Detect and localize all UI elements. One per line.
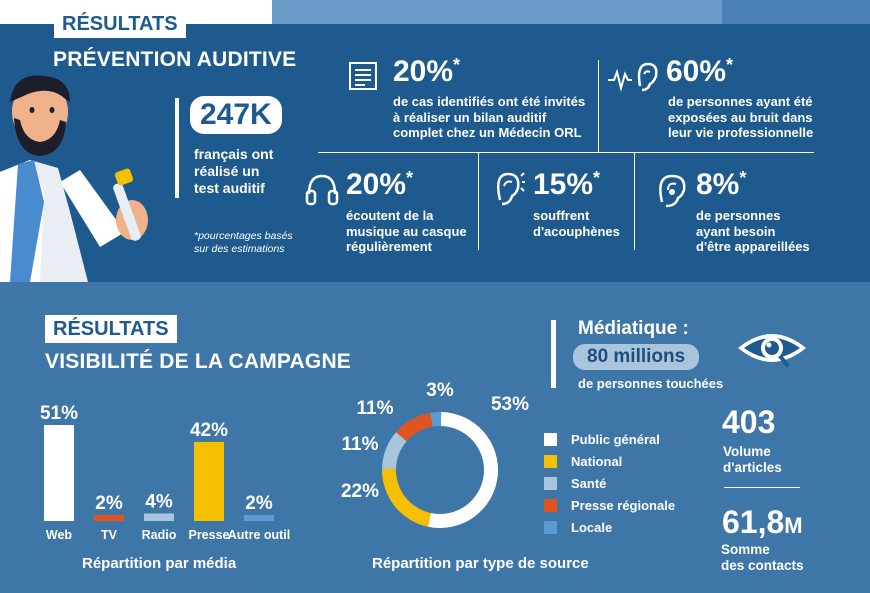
headphones-icon (305, 174, 339, 206)
donut-slice-1 (427, 412, 499, 528)
source-donut-chart: 53% 22% 11% 11% 3% (341, 380, 529, 528)
donut-value-label: 22% (341, 481, 379, 502)
bar-presse (194, 441, 224, 521)
media-value: 80 millions (573, 344, 700, 370)
legend-item: Presse régionale (544, 494, 675, 516)
stat-3-value: 20%* (346, 168, 414, 201)
stat-5-value: 8%* (696, 168, 747, 201)
top-stripe-mid (272, 0, 722, 24)
donut-slice-3 (382, 432, 407, 470)
section-tag-visibility: RÉSULTATS (45, 315, 177, 343)
stat-3-text: écoutent de la musique au casque réguliè… (346, 208, 467, 254)
top-panel (0, 0, 870, 282)
media-bar-chart: 51% Web 2% TV 4% Radio 42% Presse 2% Autre outil (40, 403, 291, 542)
contacts-value: 61,8M (722, 504, 803, 540)
headline-value: 247K (190, 96, 282, 134)
donut-slice-4 (396, 412, 433, 442)
articles-label: Volume d'articles (723, 444, 782, 475)
ear-ringing-icon (497, 172, 525, 206)
bar-category-label: Web (46, 528, 73, 542)
legend-label: Public général (571, 431, 660, 447)
legend-item: National (544, 450, 675, 472)
bar-category-label: TV (101, 528, 118, 542)
top-stripe-right (722, 0, 870, 24)
donut-legend: Public général National Santé Presse région… (544, 428, 675, 538)
bar-category-label: Autre outil (228, 528, 291, 542)
stats-separator-bottom-right (634, 152, 635, 250)
legend-swatch (544, 498, 557, 512)
donut-value-label: 53% (491, 394, 529, 415)
bar-tv (94, 515, 124, 521)
bar-radio (144, 513, 174, 521)
legend-item: Santé (544, 472, 675, 494)
section-tag-prevention: RÉSULTATS (54, 10, 186, 38)
document-icon (349, 62, 377, 90)
legend-item: Locale (544, 516, 675, 538)
bar-value-label: 51% (40, 403, 78, 424)
doctor-illustration (0, 75, 148, 282)
stats-separator-top (598, 60, 599, 152)
legend-swatch (544, 476, 557, 490)
articles-value: 403 (722, 404, 776, 440)
headline-accent-bar (175, 98, 179, 198)
media-accent-bar (551, 320, 556, 388)
stat-4-value: 15%* (533, 168, 601, 201)
donut-slice-2 (382, 468, 431, 527)
legend-label: Presse régionale (571, 497, 676, 513)
legend-label: Santé (571, 475, 607, 491)
kpi-separator (724, 487, 800, 488)
legend-swatch (544, 432, 557, 446)
bar-chart-title: Répartition par média (82, 555, 237, 572)
hearing-aid-icon (659, 174, 686, 208)
donut-value-label: 11% (357, 398, 394, 419)
bar-autre-outil (244, 515, 274, 521)
donut-chart-title: Répartition par type de source (372, 555, 589, 572)
donut-slice-5 (430, 412, 442, 427)
contacts-label: Somme des contacts (721, 542, 804, 573)
stat-1-value: 20%* (393, 55, 461, 88)
legend-label: Locale (571, 519, 613, 535)
bar-category-label: Presse (188, 528, 229, 542)
legend-swatch (544, 520, 557, 534)
footnote: *pourcentages basés sur des estimations (194, 230, 293, 255)
stats-separator-bottom-left (478, 152, 479, 250)
bar-web (44, 425, 74, 521)
ear-noise-icon (608, 62, 658, 92)
legend-item: Public général (544, 428, 675, 450)
headline-text: français ont réalisé un test auditif (194, 146, 274, 196)
stat-5-text: de personnes ayant besoin d'être apparei… (696, 208, 810, 254)
stats-separator-horizontal (318, 152, 814, 153)
section-title-visibility: VISIBILITÉ DE LA CAMPAGNE (45, 350, 352, 373)
bar-value-label: 42% (190, 420, 228, 441)
legend-label: National (571, 453, 623, 469)
eye-icon (738, 334, 806, 368)
bar-value-label: 2% (245, 493, 273, 514)
stat-2-value: 60%* (666, 55, 734, 88)
section-title-prevention: PRÉVENTION AUDITIVE (53, 48, 297, 71)
donut-value-label: 11% (342, 434, 379, 455)
media-label: Médiatique : (578, 318, 689, 339)
media-text: de personnes touchées (578, 376, 724, 391)
donut-value-label: 3% (426, 380, 454, 401)
bar-value-label: 2% (95, 493, 123, 514)
stat-1-text: de cas identifiés ont été invités à réal… (393, 94, 586, 140)
bar-category-label: Radio (142, 528, 177, 542)
stat-4-text: souffrent d'acouphènes (533, 208, 620, 239)
legend-swatch (544, 454, 557, 468)
bar-value-label: 4% (145, 491, 173, 512)
stat-2-text: de personnes ayant été exposées au bruit… (668, 94, 814, 140)
